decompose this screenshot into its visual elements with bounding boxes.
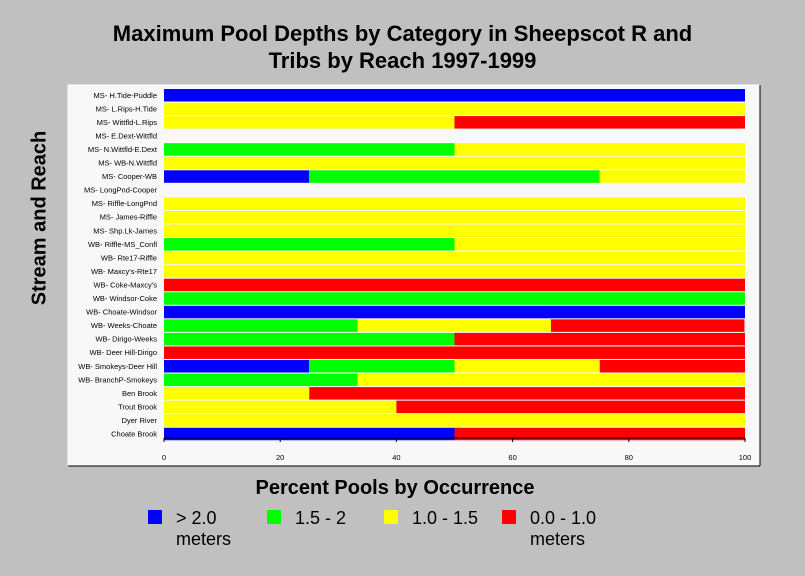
y-tick-label: WB- Dirigo-Weeks bbox=[95, 335, 157, 344]
bar-segment bbox=[164, 238, 455, 251]
bar-segment bbox=[454, 116, 745, 129]
bar-segment bbox=[550, 319, 745, 332]
bar-segment bbox=[309, 360, 455, 373]
legend-item-0-1: 0.0 - 1.0 meters bbox=[502, 508, 622, 550]
chart-title-line-2: Tribs by Reach 1997-1999 bbox=[268, 48, 537, 73]
bar-segment bbox=[164, 360, 310, 373]
legend-swatch-red bbox=[502, 510, 516, 524]
legend-item-gt-2: > 2.0 meters bbox=[148, 508, 267, 550]
bar-segment bbox=[164, 319, 358, 332]
y-tick-label: MS- N.Wittfld-E.Dext bbox=[88, 145, 158, 154]
bar-segment bbox=[599, 360, 745, 373]
x-tick-label: 0 bbox=[162, 453, 166, 462]
y-tick-label: WB- Windsor-Coke bbox=[93, 294, 157, 303]
legend-swatch-green bbox=[267, 510, 281, 524]
bar-segment bbox=[164, 224, 745, 237]
x-axis-label: Percent Pools by Occurrence bbox=[255, 477, 535, 499]
bar-segment bbox=[164, 89, 745, 102]
legend-label: > 2.0 bbox=[176, 508, 217, 528]
bar-segment bbox=[164, 102, 745, 116]
y-tick-label: MS- Wittfld-L.Rips bbox=[97, 118, 158, 127]
y-tick-label: MS- WB-N.Wittfld bbox=[98, 159, 157, 168]
x-tick-label: 100 bbox=[739, 453, 752, 462]
y-tick-label: Trout Brook bbox=[118, 402, 157, 411]
legend-label-unit: meters bbox=[530, 529, 586, 549]
legend-label: 1.5 - 2 bbox=[295, 508, 347, 528]
y-tick-label: WB- Riffle-MS_Confl bbox=[88, 240, 157, 249]
bar-segment bbox=[164, 387, 310, 400]
bar-segment bbox=[454, 143, 745, 156]
y-tick-label: MS- L.Rips-H.Tide bbox=[96, 104, 157, 113]
bar-segment bbox=[164, 210, 745, 224]
bar-segment bbox=[357, 373, 745, 387]
y-tick-label: WB- BranchP-Smokeys bbox=[78, 375, 157, 384]
legend: > 2.0 meters 1.5 - 2 1.0 - 1.5 0.0 - 1.0… bbox=[148, 508, 622, 550]
y-tick-label: WB- Rte17-Riffle bbox=[101, 253, 157, 262]
bar-segment bbox=[164, 116, 455, 129]
y-tick-label: Ben Brook bbox=[122, 389, 157, 398]
bar-segment bbox=[454, 427, 745, 441]
x-tick-label: 20 bbox=[276, 453, 284, 462]
legend-item-1-5-2: 1.5 - 2 bbox=[267, 508, 384, 550]
y-tick-label: MS- Riffle-LongPnd bbox=[92, 199, 157, 208]
bar-segment bbox=[164, 292, 745, 305]
bar-segment bbox=[357, 319, 551, 332]
chart-title-line-1: Maximum Pool Depths by Category in Sheep… bbox=[112, 21, 693, 46]
bar-segment bbox=[454, 238, 745, 251]
legend-item-1-1-5: 1.0 - 1.5 bbox=[384, 508, 502, 550]
bar-segment bbox=[164, 170, 310, 183]
y-tick-label: WB- Deer Hill-Dirigo bbox=[89, 348, 157, 357]
y-tick-label: MS- E.Dext-Wittfld bbox=[95, 131, 157, 140]
y-tick-label: MS- H.Tide-Puddle bbox=[94, 91, 158, 100]
y-tick-label: WB- Weeks-Choate bbox=[91, 321, 157, 330]
y-tick-label: WB- Coke-Maxcy's bbox=[93, 280, 157, 289]
bar-segment bbox=[309, 387, 745, 400]
bar-segment bbox=[164, 414, 745, 427]
legend-swatch-blue bbox=[148, 510, 162, 524]
bar-segment bbox=[164, 427, 455, 441]
x-tick-label: 40 bbox=[392, 453, 400, 462]
legend-label: 0.0 - 1.0 bbox=[530, 508, 597, 528]
x-tick-label: 80 bbox=[625, 453, 633, 462]
legend-label-unit: meters bbox=[176, 529, 232, 549]
y-tick-label: Dyer River bbox=[122, 416, 158, 425]
bar-segment bbox=[454, 332, 745, 346]
bar-segment bbox=[164, 373, 358, 387]
bar-segment bbox=[164, 400, 397, 414]
y-tick-label: MS- LongPnd-Cooper bbox=[84, 186, 157, 195]
y-tick-label: Choate Brook bbox=[111, 430, 157, 439]
y-tick-label: MS- Cooper-WB bbox=[102, 172, 157, 181]
bar-segment bbox=[164, 265, 745, 278]
y-tick-label: WB- Choate-Windsor bbox=[86, 308, 157, 317]
y-tick-label: MS- James-Riffle bbox=[100, 213, 157, 222]
bar-segment bbox=[164, 305, 745, 319]
bar-segment bbox=[396, 400, 745, 414]
bar-segment bbox=[164, 197, 745, 210]
bar-segment bbox=[164, 251, 745, 265]
y-tick-label: WB- Smokeys-Deer Hill bbox=[78, 362, 157, 371]
bar-segment bbox=[309, 170, 600, 183]
legend-label: 1.0 - 1.5 bbox=[412, 508, 479, 528]
bar-segment bbox=[454, 360, 600, 373]
chart-title: Maximum Pool Depths by Category in Sheep… bbox=[0, 20, 805, 74]
x-tick-label: 60 bbox=[508, 453, 516, 462]
y-tick-label: WB- Maxcy's-Rte17 bbox=[91, 267, 157, 276]
legend-swatch-yellow bbox=[384, 510, 398, 524]
bar-segment bbox=[164, 278, 745, 292]
bar-segment bbox=[599, 170, 745, 183]
bar-segment bbox=[164, 346, 745, 359]
y-tick-label: MS- Shp.Lk-James bbox=[93, 226, 157, 235]
bar-segment bbox=[164, 143, 455, 156]
bar-segment bbox=[164, 156, 745, 170]
bar-segment bbox=[164, 332, 455, 346]
